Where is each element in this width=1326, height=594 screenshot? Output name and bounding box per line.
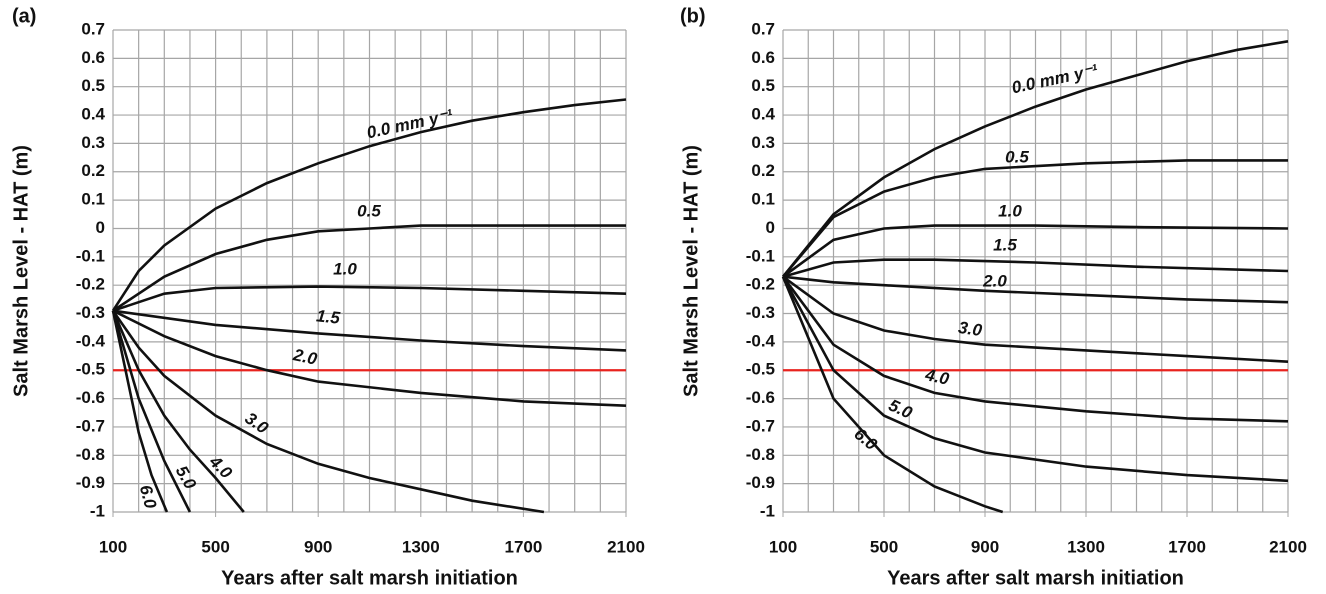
y-tick-label: -0.2 [746,275,775,294]
y-tick-label: -1 [90,501,105,520]
series-line [112,309,627,407]
y-tick-label: -0.4 [746,331,776,350]
y-tick-label: -0.1 [746,246,775,265]
y-tick-label: 0.3 [751,133,775,152]
panel-label: (a) [12,5,36,27]
y-tick-label: -0.6 [76,388,105,407]
series-line [782,275,1289,363]
y-tick-label: -0.4 [76,331,106,350]
y-tick-label: 0.6 [81,48,105,67]
y-tick-label: 0.4 [81,105,105,124]
y-tick-label: -0.5 [746,360,775,379]
y-tick-label: 0.6 [751,48,775,67]
x-tick-label: 100 [99,537,127,556]
series-label: 1.5 [315,306,341,327]
series-line [782,224,1289,278]
series-label: 0.0 mm y⁻¹ [365,106,455,143]
y-tick-label: -0.3 [746,303,775,322]
series-line [112,285,627,312]
series-line [111,98,627,312]
series-line [111,310,192,513]
x-tick-label: 900 [304,537,332,556]
y-axis-title: Salt Marsh Level - HAT (m) [10,145,32,397]
series-line [781,40,1289,278]
series-label: 2.0 [291,345,320,369]
series-label: 2.0 [982,271,1007,290]
series-line [111,310,169,513]
y-tick-label: -0.9 [746,473,775,492]
y-tick-label: -0.2 [76,275,105,294]
series-label: 4.0 [923,365,952,389]
y-tick-label: -0.7 [746,416,775,435]
y-tick-label: 0.7 [751,19,775,38]
y-tick-label: -0.6 [746,388,775,407]
y-tick-label: -0.8 [76,445,105,464]
series-line [781,276,1289,483]
series-line [112,224,626,312]
x-tick-label: 100 [769,537,797,556]
y-tick-label: 0.5 [751,76,775,95]
y-tick-label: 0 [766,218,775,237]
series-label: 0.5 [357,201,381,220]
y-tick-label: -1 [760,501,775,520]
y-tick-label: -0.8 [746,445,775,464]
y-tick-label: 0.1 [751,190,775,209]
series-line [111,309,545,514]
x-axis-title: Years after salt marsh initiation [221,567,518,589]
x-tick-label: 500 [201,537,229,556]
series-line [782,258,1289,278]
series-line [782,275,1289,304]
series-label: 1.5 [993,235,1017,254]
x-tick-label: 500 [870,537,898,556]
x-tick-label: 900 [971,537,999,556]
x-tick-label: 1700 [504,537,542,556]
x-tick-label: 2100 [1269,537,1307,556]
y-tick-label: 0.1 [81,190,105,209]
y-tick-label: -0.7 [76,416,105,435]
x-tick-label: 1700 [1168,537,1206,556]
series-label: 4.0 [205,451,236,482]
series-label: 3.0 [957,318,984,340]
series-label: 1.0 [333,259,357,278]
y-tick-label: -0.9 [76,473,105,492]
series-label: 0.5 [1005,147,1029,166]
y-tick-label: 0.3 [81,133,105,152]
y-tick-label: 0.7 [81,19,105,38]
series-label: 5.0 [172,463,201,493]
x-tick-label: 1300 [1067,537,1105,556]
x-tick-label: 2100 [607,537,645,556]
series-line [111,310,245,513]
y-tick-label: -0.5 [76,360,105,379]
x-axis-title: Years after salt marsh initiation [887,567,1184,589]
series-line [782,159,1288,278]
y-tick-label: 0.5 [81,76,105,95]
series-label: 1.0 [998,201,1022,220]
y-axis-title: Salt Marsh Level - HAT (m) [680,145,702,397]
panel-label: (b) [680,5,706,27]
y-tick-label: 0.2 [81,161,105,180]
y-tick-label: 0.4 [751,105,775,124]
y-tick-label: -0.3 [76,303,105,322]
y-tick-label: -0.1 [76,246,105,265]
y-tick-label: 0 [96,218,105,237]
series-label: 6.0 [850,424,881,454]
series-line [781,276,1004,514]
x-tick-label: 1300 [402,537,440,556]
series-line [112,309,627,352]
series-line [781,275,1289,423]
y-tick-label: 0.2 [751,161,775,180]
